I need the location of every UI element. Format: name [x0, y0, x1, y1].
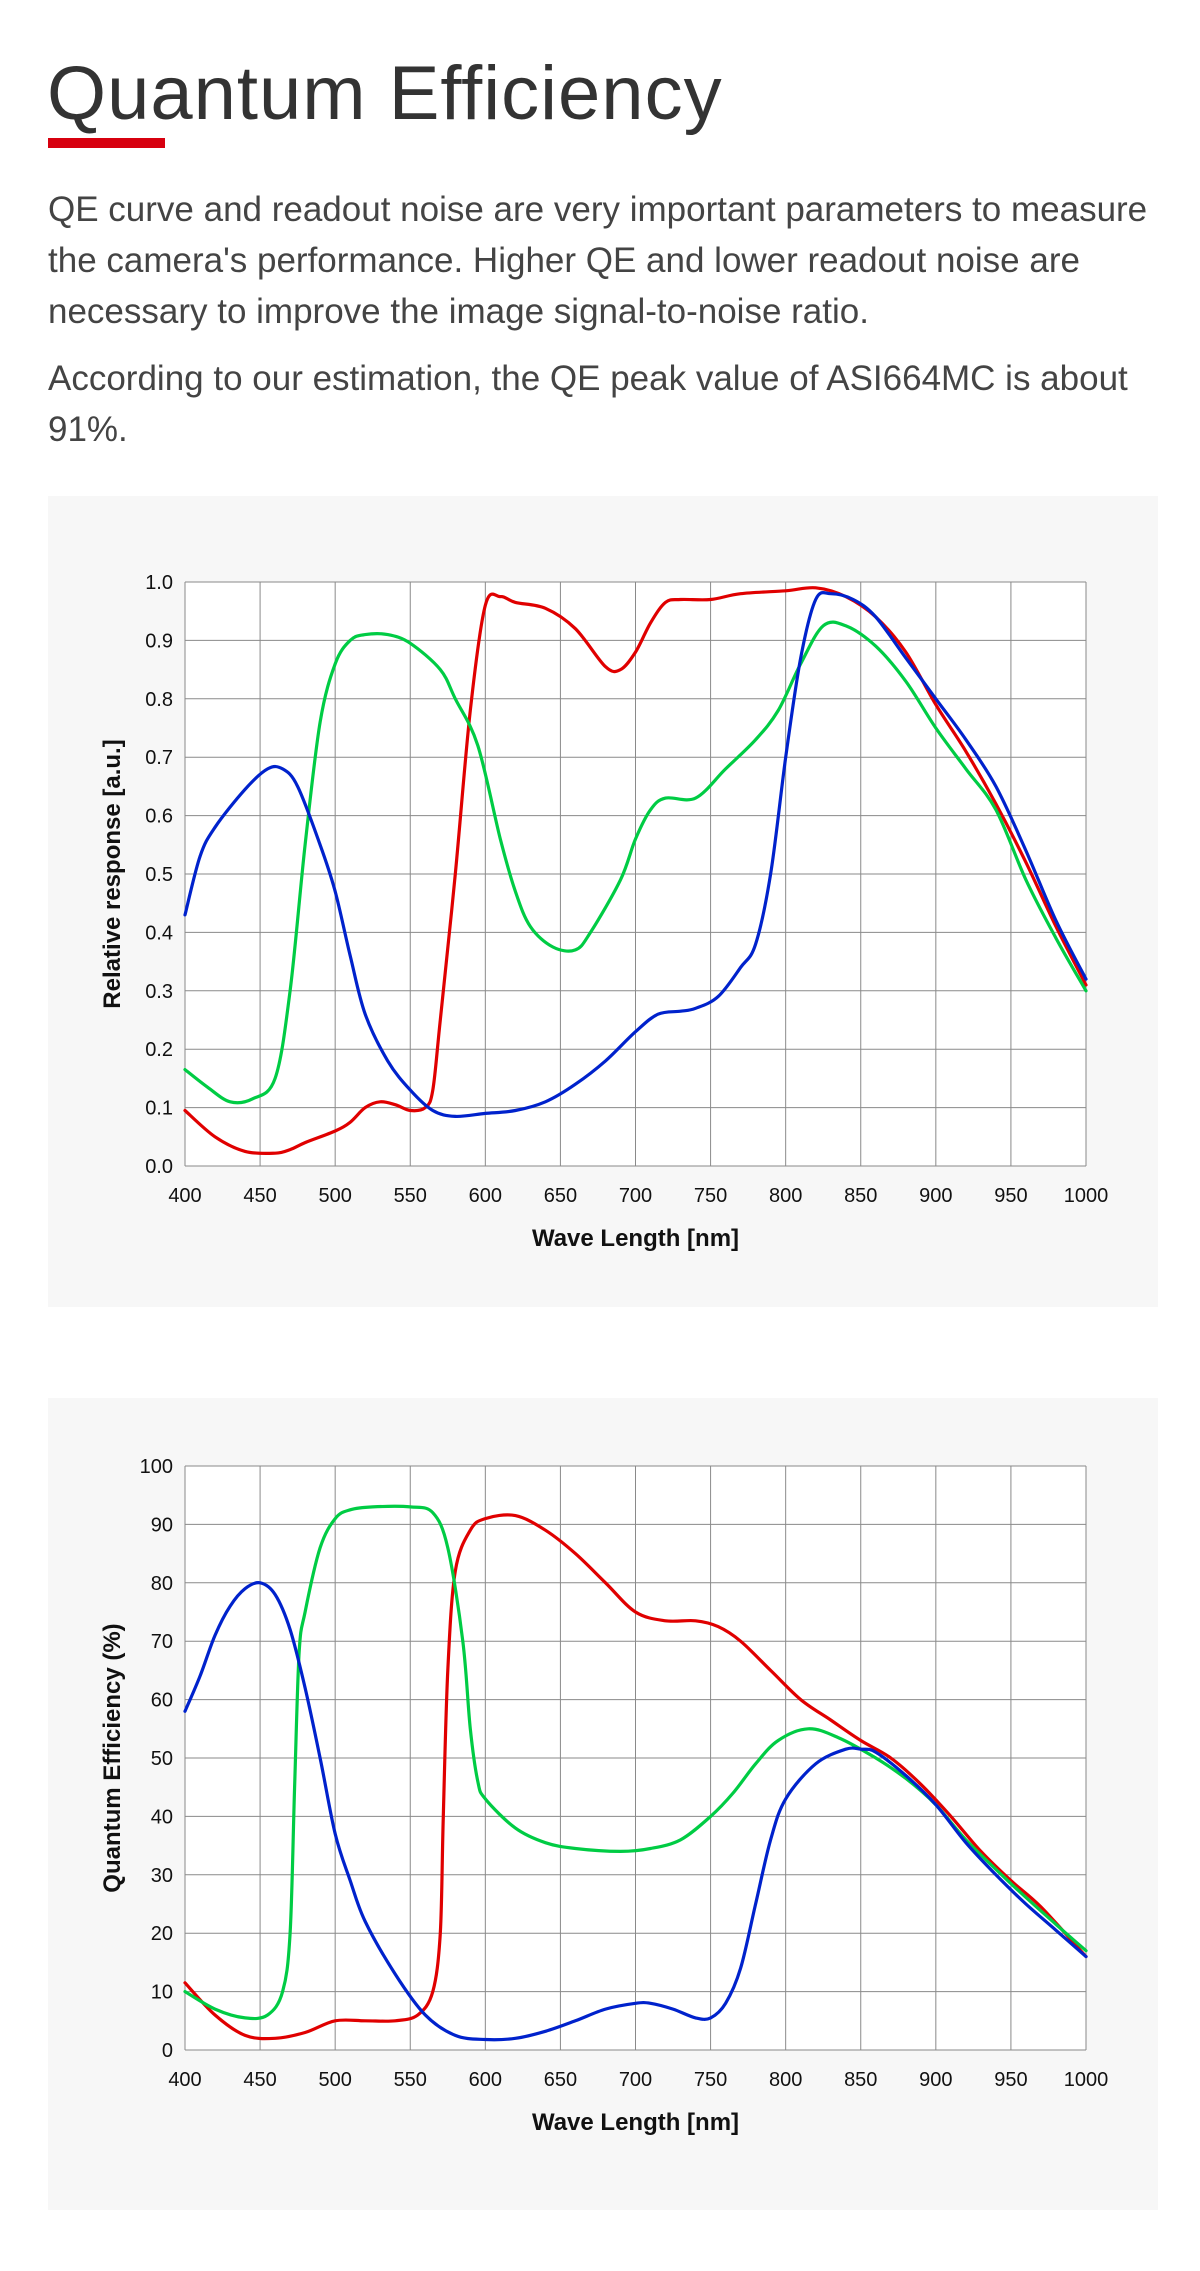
- y-tick-label: 90: [151, 1514, 173, 1536]
- x-tick-label: 1000: [1064, 2069, 1109, 2091]
- x-tick-label: 650: [544, 1185, 577, 1207]
- y-tick-label: 0.3: [145, 981, 173, 1003]
- y-tick-label: 0.8: [145, 689, 173, 711]
- x-tick-label: 550: [394, 1185, 427, 1207]
- x-tick-label: 750: [694, 1185, 727, 1207]
- x-tick-label: 800: [769, 1185, 802, 1207]
- y-tick-label: 30: [151, 1865, 173, 1887]
- x-tick-label: 600: [469, 2069, 502, 2091]
- quantum-efficiency-chart-panel: 400 450 500 550 600 650 700 750 800 850 900 950 1000…: [48, 1398, 1158, 2210]
- x-tick-label: 700: [619, 1185, 652, 1207]
- x-tick-label: 450: [243, 1185, 276, 1207]
- page-title: Quantum Efficiency: [47, 51, 723, 136]
- y-tick-label: 0.4: [145, 922, 173, 944]
- x-tick-label: 400: [168, 2069, 201, 2091]
- y-tick-label: 0: [162, 2040, 173, 2062]
- y-tick-label: 0.2: [145, 1039, 173, 1061]
- x-tick-label: 850: [844, 2069, 877, 2091]
- x-tick-label: 500: [318, 1185, 351, 1207]
- x-tick-label: 600: [469, 1185, 502, 1207]
- y-tick-label: 40: [151, 1806, 173, 1828]
- x-tick-label: 700: [619, 2069, 652, 2091]
- x-tick-label: 900: [919, 2069, 952, 2091]
- y-tick-label: 50: [151, 1748, 173, 1770]
- y-tick-label: 100: [140, 1456, 173, 1478]
- y-tick-label: 0.1: [145, 1098, 173, 1120]
- x-tick-label: 850: [844, 1185, 877, 1207]
- x-tick-label: 650: [544, 2069, 577, 2091]
- y-tick-label: 10: [151, 1982, 173, 2004]
- x-tick-label: 400: [168, 1185, 201, 1207]
- x-tick-label: 950: [994, 2069, 1027, 2091]
- y-tick-label: 80: [151, 1573, 173, 1595]
- series-line-2: [183, 590, 1088, 1119]
- y-tick-label: 0.7: [145, 747, 173, 769]
- x-tick-label: 800: [769, 2069, 802, 2091]
- x-tick-label: 750: [694, 2069, 727, 2091]
- y-tick-label: 1.0: [145, 572, 173, 594]
- y-tick-label: 20: [151, 1923, 173, 1945]
- relative-response-chart: 400 450 500 550 600 650 700 750 800 850 900 950 1000…: [99, 572, 1109, 1252]
- title-underline: [48, 138, 165, 148]
- y-tick-label: 0.0: [145, 1156, 173, 1178]
- x-tick-label: 500: [318, 2069, 351, 2091]
- series-line-1: [183, 1504, 1088, 2021]
- quantum-efficiency-chart: 400 450 500 550 600 650 700 750 800 850 900 950 1000…: [99, 1456, 1109, 2136]
- x-tick-label: 1000: [1064, 1185, 1109, 1207]
- series-line-2: [183, 1581, 1088, 2042]
- x-tick-label: 550: [394, 2069, 427, 2091]
- y-tick-label: 60: [151, 1690, 173, 1712]
- y-axis-label: Quantum Efficiency (%): [99, 1623, 126, 1892]
- x-axis-label: Wave Length [nm]: [532, 1225, 739, 1252]
- y-tick-label: 0.5: [145, 864, 173, 886]
- series-line-1: [183, 620, 1088, 1105]
- x-tick-label: 950: [994, 1185, 1027, 1207]
- y-axis-label: Relative response [a.u.]: [99, 739, 126, 1008]
- relative-response-chart-panel: 400 450 500 550 600 650 700 750 800 850 900 950 1000…: [48, 496, 1158, 1307]
- intro-paragraph: QE curve and readout noise are very impo…: [48, 190, 1148, 331]
- y-tick-label: 70: [151, 1631, 173, 1653]
- y-tick-label: 0.6: [145, 806, 173, 828]
- series-line-0: [183, 1513, 1088, 2041]
- y-tick-label: 0.9: [145, 630, 173, 652]
- x-tick-label: 900: [919, 1185, 952, 1207]
- qe-peak-paragraph: According to our estimation, the QE peak…: [48, 359, 1128, 449]
- x-tick-label: 450: [243, 2069, 276, 2091]
- x-axis-label: Wave Length [nm]: [532, 2109, 739, 2136]
